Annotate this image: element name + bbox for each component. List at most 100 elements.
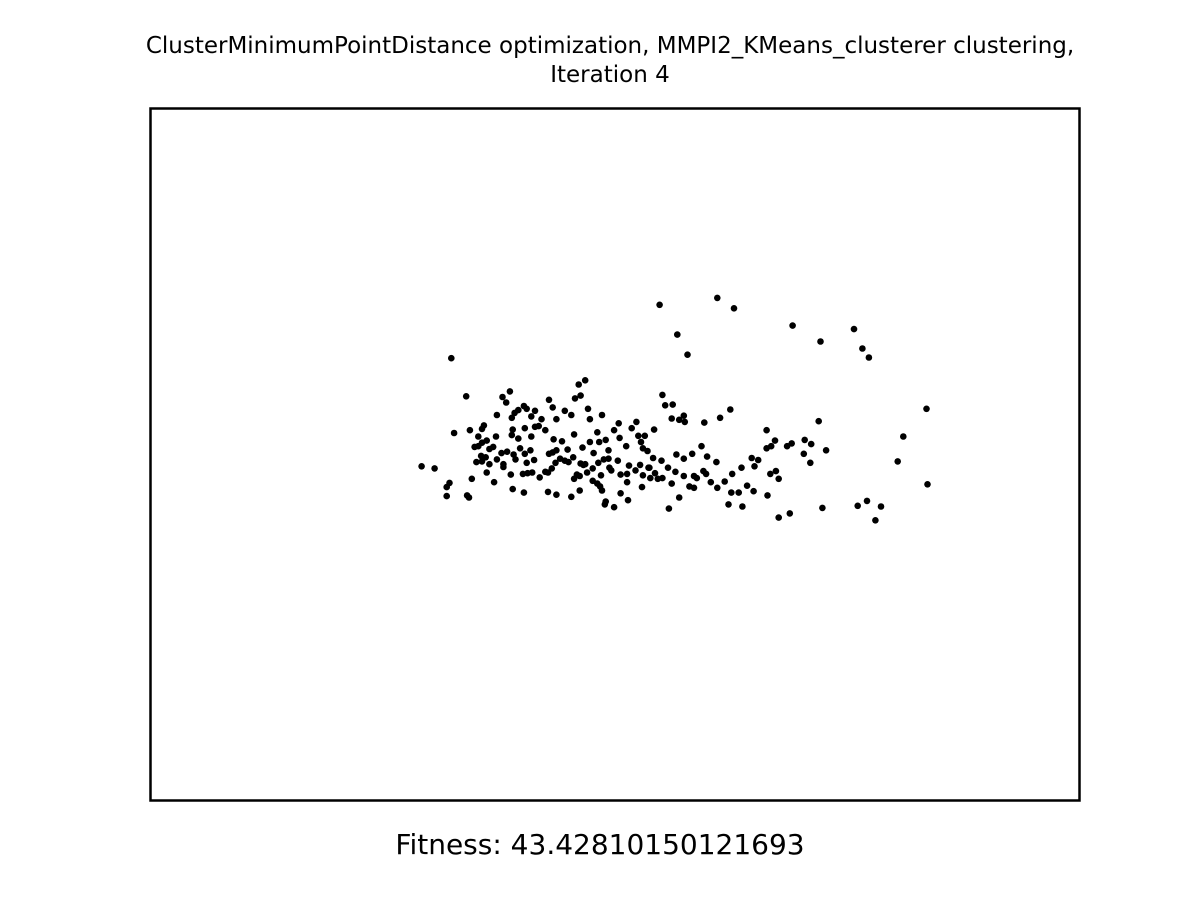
data-point-81 xyxy=(674,331,681,338)
data-point-203 xyxy=(614,457,622,465)
data-point-113 xyxy=(616,434,623,442)
data-point-169 xyxy=(665,505,673,512)
data-point-5 xyxy=(448,354,455,362)
data-point-13 xyxy=(483,437,491,444)
data-point-201 xyxy=(644,447,651,455)
data-point-23 xyxy=(516,445,524,452)
data-point-41 xyxy=(569,454,577,461)
data-point-161 xyxy=(602,498,609,505)
data-point-36 xyxy=(545,450,553,458)
data-point-63 xyxy=(707,478,715,486)
data-point-183 xyxy=(788,440,795,447)
data-point-199 xyxy=(658,457,665,465)
data-point-104 xyxy=(669,401,676,408)
data-point-90 xyxy=(815,417,822,425)
plot-frame xyxy=(149,107,1081,802)
data-point-105 xyxy=(668,415,675,422)
data-point-130 xyxy=(542,426,549,434)
data-point-124 xyxy=(571,395,579,402)
data-point-184 xyxy=(801,436,808,444)
data-point-146 xyxy=(550,436,557,443)
data-point-186 xyxy=(822,447,830,454)
data-point-15 xyxy=(471,443,478,451)
data-point-28 xyxy=(503,448,511,456)
data-point-235 xyxy=(638,483,646,491)
data-point-157 xyxy=(576,487,583,494)
data-point-214 xyxy=(519,470,527,478)
data-point-218 xyxy=(498,449,505,457)
data-point-48 xyxy=(605,455,612,463)
data-point-68 xyxy=(764,492,771,499)
data-point-101 xyxy=(675,416,683,424)
data-point-44 xyxy=(577,460,584,467)
data-point-191 xyxy=(750,487,757,495)
chart-title-line-2: Iteration 4 xyxy=(550,62,670,88)
data-point-80 xyxy=(656,301,663,309)
data-point-106 xyxy=(650,426,658,433)
data-point-216 xyxy=(507,471,515,478)
data-point-227 xyxy=(468,475,476,483)
data-point-175 xyxy=(721,478,728,485)
data-point-21 xyxy=(508,431,516,439)
data-point-116 xyxy=(610,426,618,434)
data-point-1 xyxy=(431,465,438,472)
data-point-39 xyxy=(558,438,566,445)
data-point-176 xyxy=(728,470,736,478)
data-point-76 xyxy=(900,433,907,440)
data-point-83 xyxy=(714,294,721,302)
data-point-17 xyxy=(483,469,491,476)
data-point-232 xyxy=(568,493,575,501)
data-point-208 xyxy=(565,458,572,466)
data-point-147 xyxy=(564,446,571,453)
data-point-226 xyxy=(486,460,493,468)
data-point-56 xyxy=(651,469,659,477)
data-point-156 xyxy=(576,472,583,480)
data-point-171 xyxy=(686,483,693,490)
data-point-99 xyxy=(681,418,689,426)
data-point-114 xyxy=(602,436,609,444)
data-point-14 xyxy=(480,422,488,429)
data-point-152 xyxy=(605,447,612,454)
data-point-197 xyxy=(680,455,688,463)
data-point-102 xyxy=(661,402,669,409)
data-point-212 xyxy=(536,474,543,481)
data-point-9 xyxy=(475,433,482,440)
data-point-82 xyxy=(684,351,691,359)
data-point-193 xyxy=(725,501,732,508)
data-point-131 xyxy=(538,415,545,423)
data-point-195 xyxy=(693,474,701,482)
data-point-64 xyxy=(713,458,720,466)
data-point-230 xyxy=(544,488,552,496)
data-point-19 xyxy=(493,456,501,463)
data-point-120 xyxy=(584,405,592,413)
data-point-77 xyxy=(865,354,873,361)
data-point-231 xyxy=(553,491,560,499)
data-point-4 xyxy=(443,483,451,491)
data-point-178 xyxy=(748,454,755,462)
data-point-143 xyxy=(515,406,522,414)
data-point-52 xyxy=(625,462,633,469)
data-point-79 xyxy=(789,322,796,329)
data-point-135 xyxy=(520,402,528,410)
data-point-51 xyxy=(623,470,631,478)
data-point-72 xyxy=(854,502,861,510)
data-point-144 xyxy=(521,424,529,432)
data-point-75 xyxy=(877,503,885,510)
data-point-155 xyxy=(570,475,578,483)
data-point-142 xyxy=(506,388,514,395)
data-point-233 xyxy=(598,487,606,494)
chart-title-line-1: ClusterMinimumPointDistance optimization… xyxy=(145,33,1075,59)
data-point-103 xyxy=(659,391,666,399)
data-point-6 xyxy=(462,393,470,400)
data-point-223 xyxy=(473,458,480,466)
data-point-234 xyxy=(623,478,631,486)
data-point-60 xyxy=(680,472,688,480)
data-point-18 xyxy=(490,478,498,486)
data-point-58 xyxy=(664,464,672,472)
data-point-117 xyxy=(615,420,622,427)
points-layer xyxy=(418,294,931,524)
data-point-189 xyxy=(772,467,780,475)
data-point-205 xyxy=(597,472,605,479)
data-point-54 xyxy=(636,461,644,469)
